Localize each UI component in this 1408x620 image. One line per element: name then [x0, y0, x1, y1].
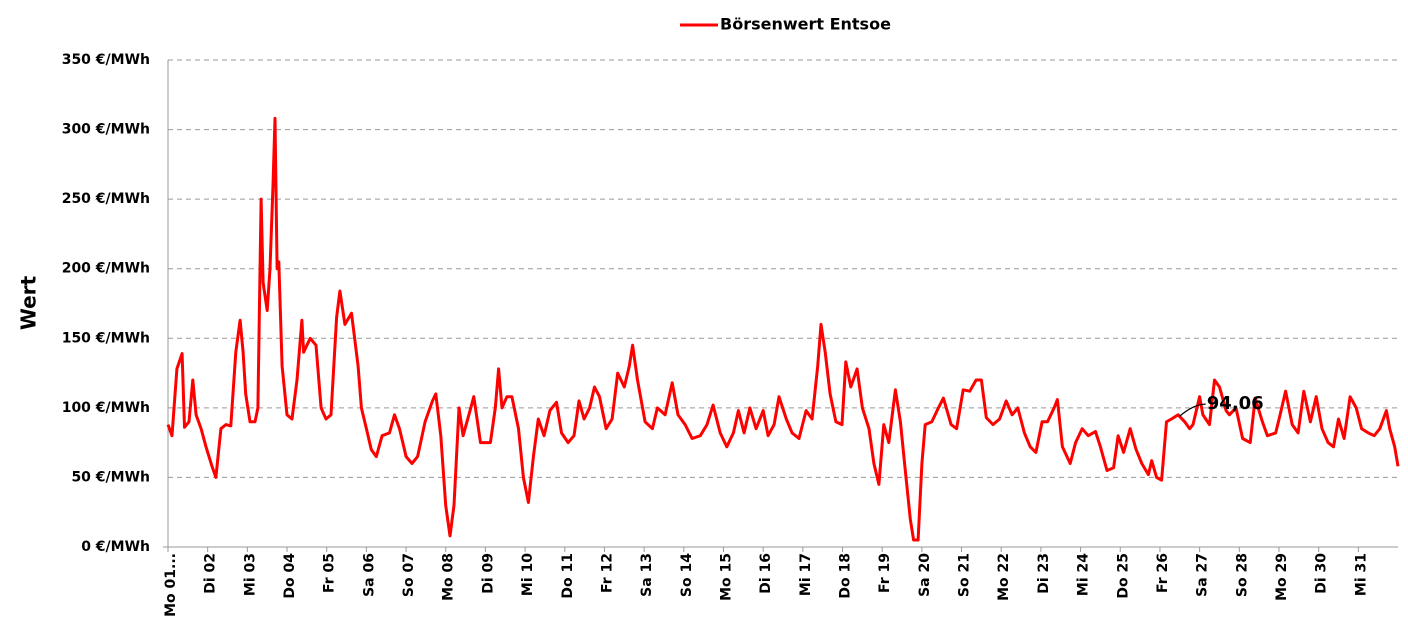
x-tick-label: Mi 03: [242, 553, 258, 596]
annotation-label: 94,06: [1207, 393, 1264, 414]
x-tick-label: Mo 01...: [163, 553, 179, 617]
legend-label: Börsenwert Entsoe: [720, 15, 891, 34]
y-tick-label: 50 €/MWh: [71, 469, 150, 485]
y-axis-label: Wert: [17, 275, 41, 330]
x-tick-label: So 28: [1234, 553, 1250, 597]
x-tick-label: Di 09: [480, 553, 496, 594]
x-tick-label: Fr 05: [322, 553, 338, 593]
x-tick-label: Fr 19: [877, 553, 893, 593]
y-tick-label: 150 €/MWh: [62, 330, 150, 346]
x-tick-label: Mo 29: [1274, 553, 1290, 601]
x-tick-label: Mi 17: [798, 553, 814, 596]
x-tick-label: Do 25: [1115, 553, 1131, 599]
x-tick-label: Mo 22: [996, 553, 1012, 601]
x-tick-label: So 14: [679, 553, 695, 597]
x-tick-label: Di 30: [1314, 553, 1330, 594]
x-tick-label: Do 04: [282, 553, 298, 599]
x-tick-label: Mi 31: [1353, 553, 1369, 596]
x-tick-label: Mi 10: [520, 553, 536, 596]
y-tick-label: 200 €/MWh: [62, 261, 150, 277]
x-tick-label: Do 18: [838, 553, 854, 599]
x-tick-label: Sa 20: [917, 553, 933, 597]
x-tick-label: Mo 08: [441, 553, 457, 601]
x-tick-label: Di 02: [203, 553, 219, 594]
x-tick-label: Sa 27: [1195, 553, 1211, 597]
y-tick-label: 250 €/MWh: [62, 191, 150, 207]
x-tick-label: Mi 24: [1076, 553, 1092, 596]
y-tick-label: 0 €/MWh: [81, 539, 150, 555]
x-tick-label: Fr 26: [1155, 553, 1171, 593]
data-line: [166, 116, 1400, 542]
x-tick-label: Sa 06: [361, 553, 377, 597]
x-tick-label: So 21: [957, 553, 973, 597]
x-tick-label: Di 16: [758, 553, 774, 594]
x-tick-label: Sa 13: [639, 553, 655, 597]
x-tick-label: So 07: [401, 553, 417, 597]
x-tick-label: Mo 15: [718, 553, 734, 601]
y-tick-label: 350 €/MWh: [62, 52, 150, 68]
annotation-leader: [1179, 403, 1206, 417]
x-tick-label: Di 23: [1036, 553, 1052, 594]
x-tick-label: Fr 12: [599, 553, 615, 593]
y-tick-label: 300 €/MWh: [62, 122, 150, 138]
x-tick-label: Do 11: [560, 553, 576, 599]
y-tick-label: 100 €/MWh: [62, 400, 150, 416]
